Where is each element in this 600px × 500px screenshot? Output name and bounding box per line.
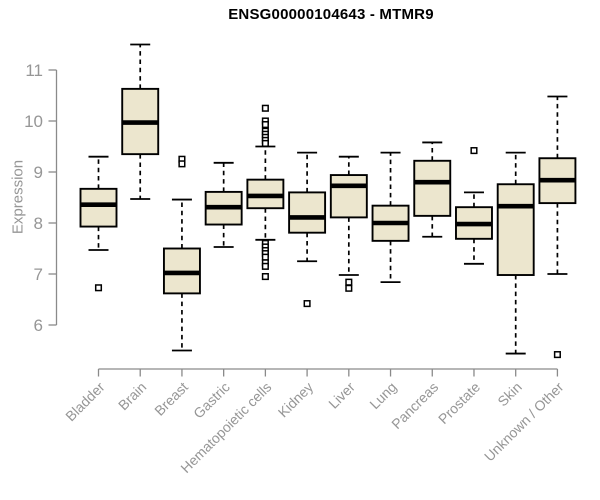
iqr-box [496, 183, 535, 276]
outlier-point [261, 139, 269, 147]
boxplot-liver [329, 155, 368, 292]
boxplot-skin [496, 151, 535, 355]
outlier-point [261, 273, 269, 281]
x-tick-label-breast: Breast [151, 379, 191, 419]
x-tick-label-unknown-other: Unknown / Other [481, 379, 567, 465]
y-tick-label: 7 [34, 265, 43, 284]
x-tick-label-kidney: Kidney [275, 379, 317, 421]
outlier-point [345, 278, 353, 286]
x-tick-label-bladder: Bladder [62, 379, 108, 425]
iqr-box [329, 174, 368, 219]
outlier-point [303, 300, 311, 308]
boxplot-brain [121, 43, 160, 200]
iqr-box [413, 159, 452, 217]
y-tick-label: 8 [34, 214, 43, 233]
chart-title: ENSG00000104643 - MTMR9 [228, 6, 434, 23]
boxplot-bladder [79, 155, 118, 292]
boxplot-pancreas [413, 141, 452, 238]
outlier-point [345, 284, 353, 292]
outlier-point [470, 147, 478, 155]
x-tick-label-liver: Liver [325, 379, 358, 412]
y-tick-label: 10 [24, 112, 43, 131]
x-tick-label-prostate: Prostate [435, 379, 483, 427]
iqr-box [79, 187, 118, 228]
y-tick-label: 9 [34, 163, 43, 182]
boxplot-gastric [204, 161, 243, 248]
outlier-point [261, 104, 269, 112]
y-tick-label: 6 [34, 316, 43, 335]
outlier-point [94, 284, 103, 292]
iqr-box [288, 191, 327, 234]
boxplot-hematopoietic-cells [246, 104, 285, 281]
outlier-point [261, 253, 269, 261]
boxplot-unknown-other [538, 95, 577, 359]
x-tick-label-brain: Brain [115, 379, 149, 413]
x-tick-label-lung: Lung [366, 379, 399, 412]
outlier-point [261, 262, 269, 270]
x-tick-label-skin: Skin [494, 379, 525, 410]
boxplot-breast [162, 155, 201, 352]
boxplot-kidney [288, 151, 327, 308]
outlier-point [178, 160, 186, 168]
outlier-point [261, 121, 269, 129]
outlier-point [553, 351, 561, 359]
boxplot-lung [371, 151, 410, 284]
boxplot-prostate [455, 147, 493, 265]
y-tick-label: 11 [25, 61, 43, 80]
